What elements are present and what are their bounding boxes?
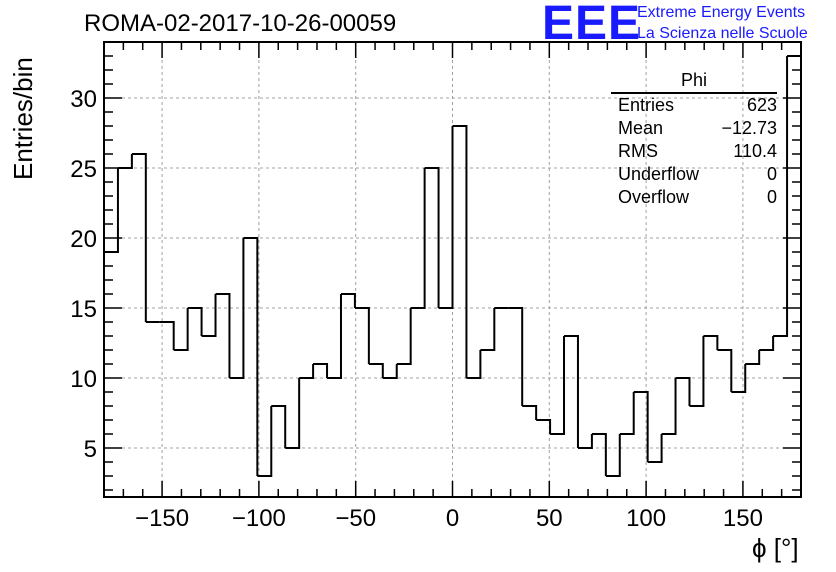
- histogram-bin: [745, 350, 761, 365]
- histogram-bin: [410, 168, 426, 309]
- y-tick-label: 15: [70, 296, 97, 323]
- histogram-bin: [354, 307, 370, 364]
- histogram-bin: [131, 153, 147, 322]
- histogram-bin: [382, 364, 398, 379]
- stats-row-rms: RMS 110.4: [611, 140, 777, 163]
- stats-row-mean: Mean −12.73: [611, 117, 777, 140]
- histogram-bin: [452, 125, 468, 378]
- histogram-bin: [550, 336, 566, 435]
- stats-label: Entries: [618, 95, 675, 115]
- stats-value: 623: [746, 95, 777, 115]
- histogram-bin: [731, 364, 747, 393]
- stats-value: 110.4: [733, 141, 777, 161]
- stats-box: Phi Entries 623 Mean −12.73 RMS 110.4 Un…: [611, 70, 777, 209]
- histogram-bin: [215, 293, 231, 378]
- logo-line-1: Extreme Energy Events: [637, 4, 806, 21]
- y-tick-label: 25: [70, 156, 97, 183]
- histogram-bin: [773, 56, 789, 337]
- x-tick-label: 100: [626, 505, 666, 532]
- histogram-bin: [564, 335, 579, 448]
- histogram-bin: [647, 434, 663, 463]
- histogram-bin: [396, 308, 412, 365]
- y-tick-label: 20: [70, 226, 97, 253]
- histogram-bin: [424, 167, 440, 308]
- histogram-bin: [633, 391, 649, 462]
- x-tick-label: −150: [135, 505, 189, 532]
- stats-value: 0: [766, 187, 777, 207]
- histogram-bin: [577, 434, 593, 449]
- x-tick-label: −100: [232, 505, 286, 532]
- histogram-bin: [508, 307, 524, 406]
- histogram-bin: [536, 419, 552, 434]
- stats-value: 0: [766, 164, 777, 184]
- stats-label: RMS: [618, 141, 658, 161]
- x-axis-label: ϕ [°]: [752, 533, 799, 563]
- histogram-bin: [117, 154, 133, 169]
- y-tick-label: 10: [70, 366, 97, 393]
- histogram-bin: [243, 237, 259, 476]
- histogram-bin: [173, 308, 189, 351]
- histogram-bin: [299, 364, 315, 379]
- stats-row-underflow: Underflow 0: [611, 163, 777, 186]
- histogram-bin: [187, 307, 203, 336]
- histogram-bin: [605, 434, 621, 477]
- histogram-bin: [438, 126, 454, 309]
- eee-logo: EEE: [542, 0, 642, 50]
- histogram-bin: [271, 405, 287, 448]
- histogram-bin: [285, 378, 301, 449]
- histogram-bin: [466, 350, 482, 379]
- y-tick-label: 5: [84, 436, 97, 463]
- stats-row-entries: Entries 623: [611, 94, 777, 117]
- x-tick-label: 150: [723, 505, 763, 532]
- histogram-bin: [229, 238, 245, 379]
- x-tick-label: 0: [446, 505, 459, 532]
- histogram-bin: [368, 363, 384, 378]
- histogram-bin: [619, 392, 635, 435]
- histogram-bin: [661, 378, 677, 435]
- histogram-bin: [689, 336, 705, 407]
- histogram-bin: [591, 433, 607, 476]
- histogram-bin: [675, 377, 691, 406]
- x-tick-label: 50: [536, 505, 563, 532]
- histogram-bin: [759, 336, 775, 351]
- histogram-bin: [717, 349, 733, 392]
- histogram-bin: [703, 335, 719, 350]
- y-axis-label: Entries/bin: [8, 57, 38, 180]
- logo-line-2: La Scienza nelle Scuole: [637, 25, 808, 42]
- histogram-bin: [159, 321, 175, 350]
- stats-row-overflow: Overflow 0: [611, 186, 777, 209]
- histogram-bin: [313, 363, 329, 378]
- stats-label: Underflow: [618, 164, 700, 184]
- histogram-bin: [201, 294, 217, 337]
- histogram-bin: [522, 405, 538, 420]
- histogram-bin: [327, 294, 342, 379]
- chart-title: ROMA-02-2017-10-26-00059: [84, 10, 397, 37]
- stats-value: −12.73: [721, 118, 777, 138]
- x-tick-label: −50: [335, 505, 376, 532]
- histogram-bin: [340, 293, 356, 308]
- histogram-bin: [480, 308, 496, 351]
- stats-label: Mean: [618, 118, 664, 138]
- histogram-bin: [257, 406, 273, 477]
- y-tick-label: 30: [70, 86, 97, 113]
- stats-label: Overflow: [618, 187, 690, 207]
- stats-box-title: Phi: [611, 70, 777, 94]
